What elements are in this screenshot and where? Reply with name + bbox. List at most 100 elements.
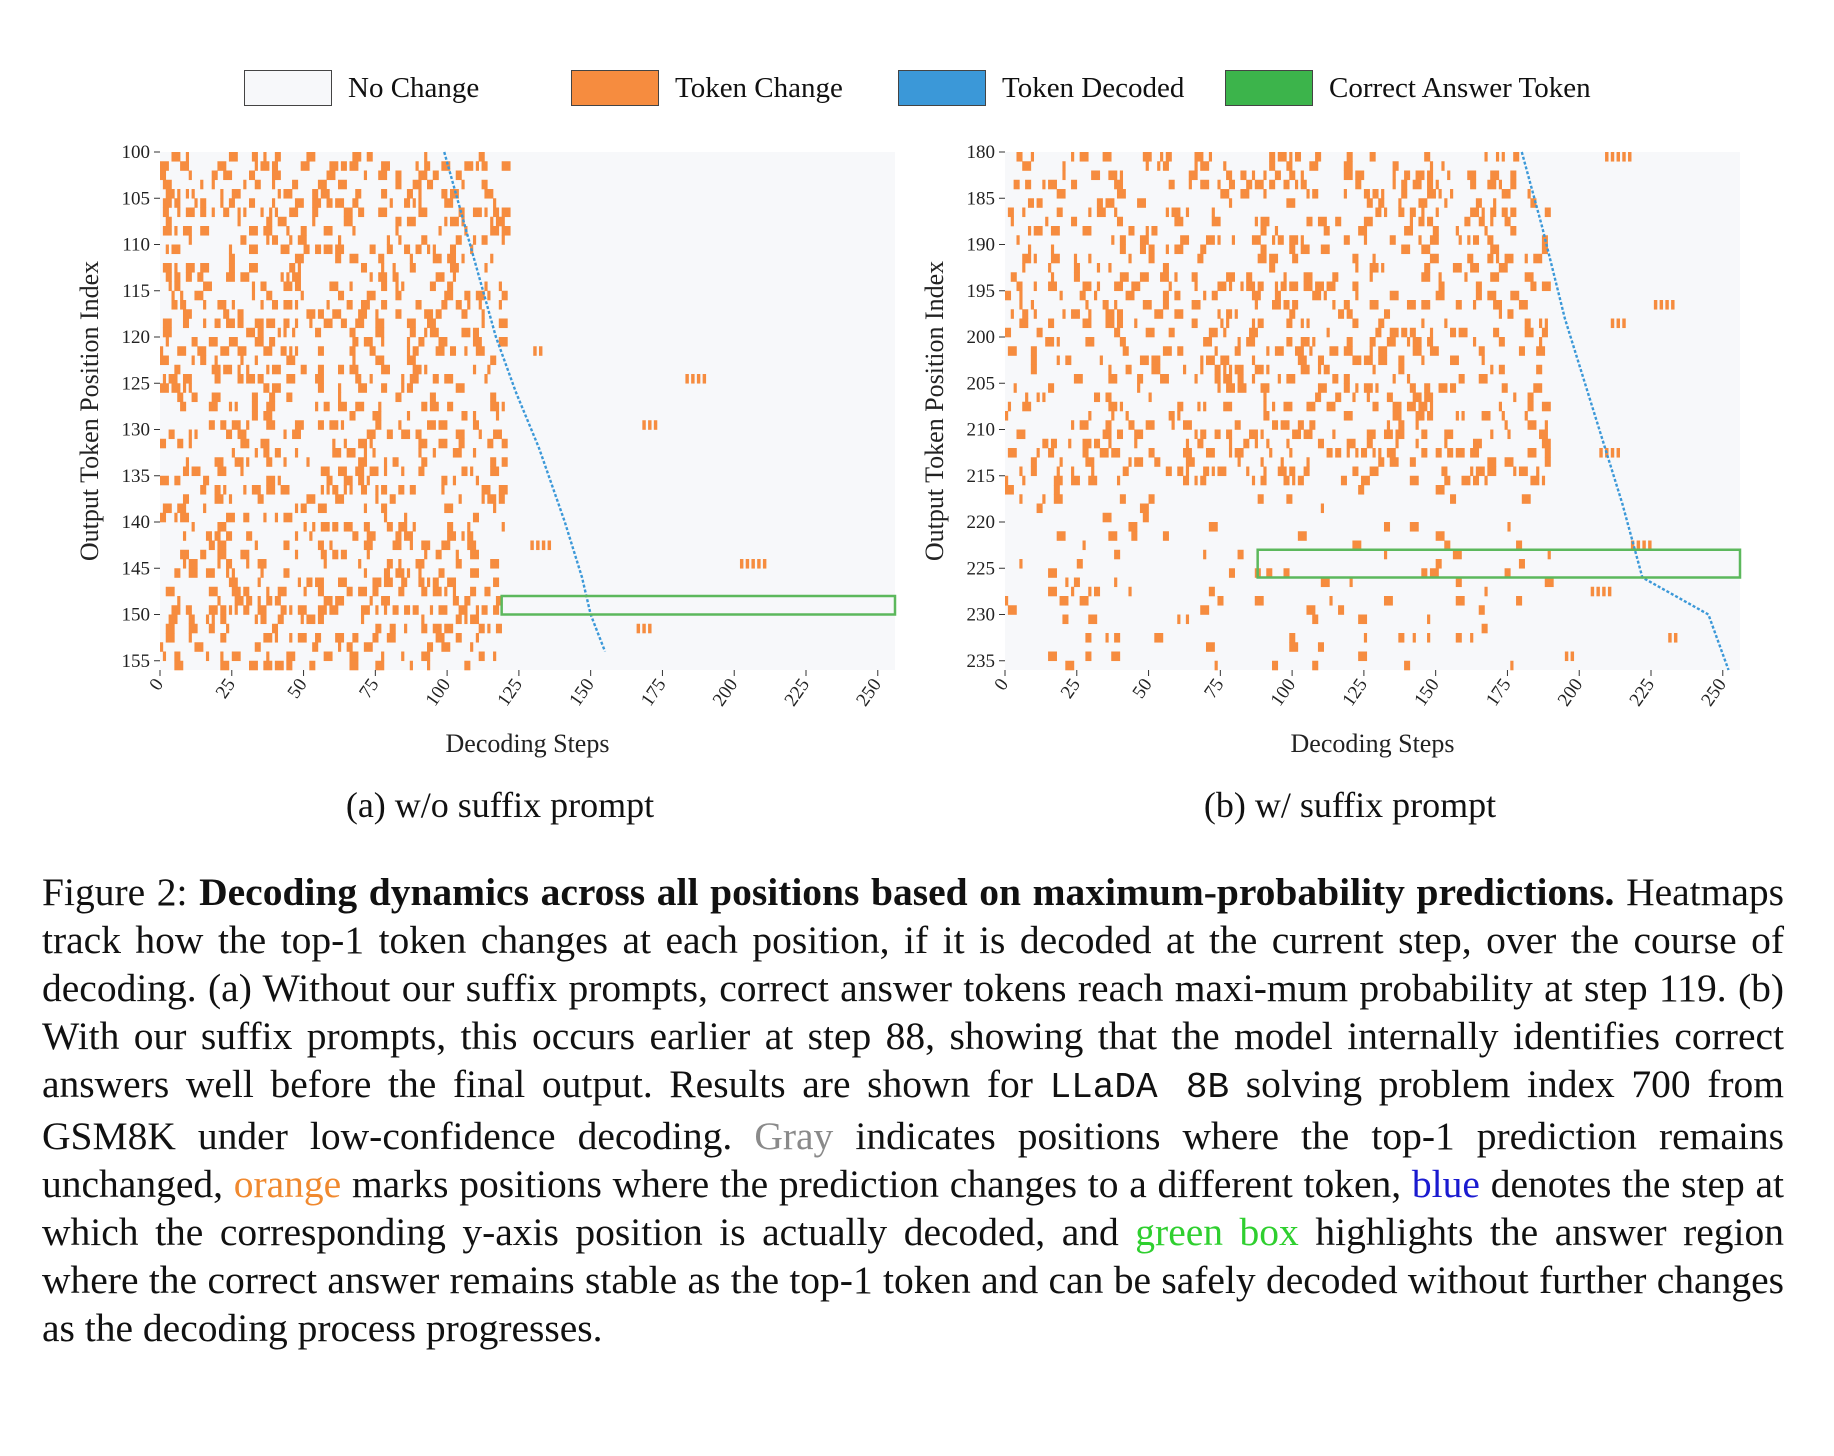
change-cell: [211, 207, 215, 218]
change-cell: [1524, 272, 1534, 282]
change-cell: [251, 392, 258, 403]
change-cell: [1139, 244, 1146, 255]
change-cell: [254, 642, 261, 652]
change-cell: [317, 179, 327, 190]
change-cell: [1286, 374, 1296, 384]
change-cell: [182, 531, 187, 541]
change-cell: [1010, 216, 1014, 227]
change-cell: [349, 485, 353, 495]
change-cell: [1042, 392, 1046, 403]
change-cell: [424, 161, 431, 171]
change-cell: [1254, 179, 1264, 190]
change-cell: [1352, 466, 1359, 477]
change-cell: [739, 559, 744, 569]
change-cell: [1510, 660, 1514, 671]
change-cell: [1226, 429, 1233, 440]
change-cell: [188, 438, 192, 449]
change-cell: [1438, 272, 1442, 282]
change-cell: [1274, 226, 1279, 236]
change-cell: [493, 577, 500, 588]
change-cell: [1421, 244, 1431, 255]
change-cell: [349, 411, 356, 421]
change-cell: [501, 226, 511, 236]
change-cell: [1154, 633, 1164, 643]
change-cell: [1088, 614, 1098, 625]
change-cell: [280, 272, 284, 282]
change-cell: [180, 161, 190, 171]
change-cell: [315, 577, 324, 588]
change-cell: [1289, 642, 1299, 652]
change-cell: [1418, 235, 1422, 245]
change-cell: [1048, 179, 1057, 190]
change-cell: [1217, 383, 1221, 393]
change-cell: [306, 309, 316, 319]
change-cell: [404, 623, 408, 634]
change-cell: [1343, 374, 1350, 384]
change-cell: [358, 457, 368, 467]
change-cell: [464, 596, 471, 606]
change-cell: [444, 374, 454, 384]
change-cell: [174, 651, 181, 662]
change-cell: [1487, 457, 1497, 467]
change-cell: [1289, 633, 1296, 643]
change-cell: [1309, 420, 1316, 430]
change-cell: [1085, 633, 1092, 643]
change-cell: [432, 374, 439, 384]
change-cell: [303, 522, 307, 532]
change-cell: [1326, 401, 1336, 412]
change-cell: [240, 549, 250, 560]
change-cell: [1375, 207, 1382, 218]
change-cell: [1375, 383, 1379, 393]
change-cell: [360, 605, 370, 615]
change-cell: [1406, 401, 1416, 412]
change-cell: [1010, 309, 1014, 319]
change-cell: [162, 198, 172, 208]
change-cell: [257, 577, 261, 588]
change-cell: [263, 152, 267, 162]
change-cell: [461, 253, 465, 264]
change-cell: [283, 540, 290, 551]
change-cell: [1513, 392, 1517, 403]
change-cell: [1300, 170, 1304, 181]
change-cell: [375, 318, 385, 329]
change-cell: [447, 531, 457, 541]
change-cell: [1108, 531, 1118, 541]
change-cell: [1294, 346, 1304, 356]
change-cell: [1177, 401, 1184, 412]
change-cell: [226, 272, 235, 282]
change-cell: [381, 383, 388, 393]
change-cell: [1007, 346, 1017, 356]
change-cell: [366, 429, 376, 440]
change-cell: [1134, 457, 1144, 467]
change-cell: [283, 457, 287, 467]
change-cell: [498, 300, 502, 310]
change-cell: [1257, 318, 1264, 329]
change-cell: [191, 466, 201, 477]
change-cell: [1317, 216, 1327, 227]
change-cell: [648, 623, 652, 634]
change-cell: [200, 207, 207, 218]
change-cell: [1636, 540, 1641, 551]
change-cell: [1404, 170, 1411, 181]
change-cell: [1421, 272, 1431, 282]
change-cell: [389, 494, 396, 504]
change-cell: [409, 485, 416, 495]
change-cell: [360, 300, 370, 310]
change-cell: [1240, 170, 1247, 181]
change-cell: [1386, 337, 1396, 347]
change-cell: [1254, 438, 1258, 449]
change-cell: [1177, 346, 1184, 356]
x-tick-label: 125: [1338, 675, 1372, 710]
change-cell: [263, 383, 270, 393]
change-cell: [254, 337, 264, 347]
change-cell: [1628, 152, 1632, 162]
change-cell: [251, 401, 258, 412]
change-cell: [1352, 281, 1359, 292]
change-cell: [1378, 448, 1382, 458]
change-cell: [406, 383, 413, 393]
change-cell: [1312, 337, 1316, 347]
change-cell: [1094, 392, 1101, 403]
change-cell: [1266, 364, 1270, 375]
change-cell: [1030, 364, 1037, 375]
change-cell: [243, 512, 250, 523]
